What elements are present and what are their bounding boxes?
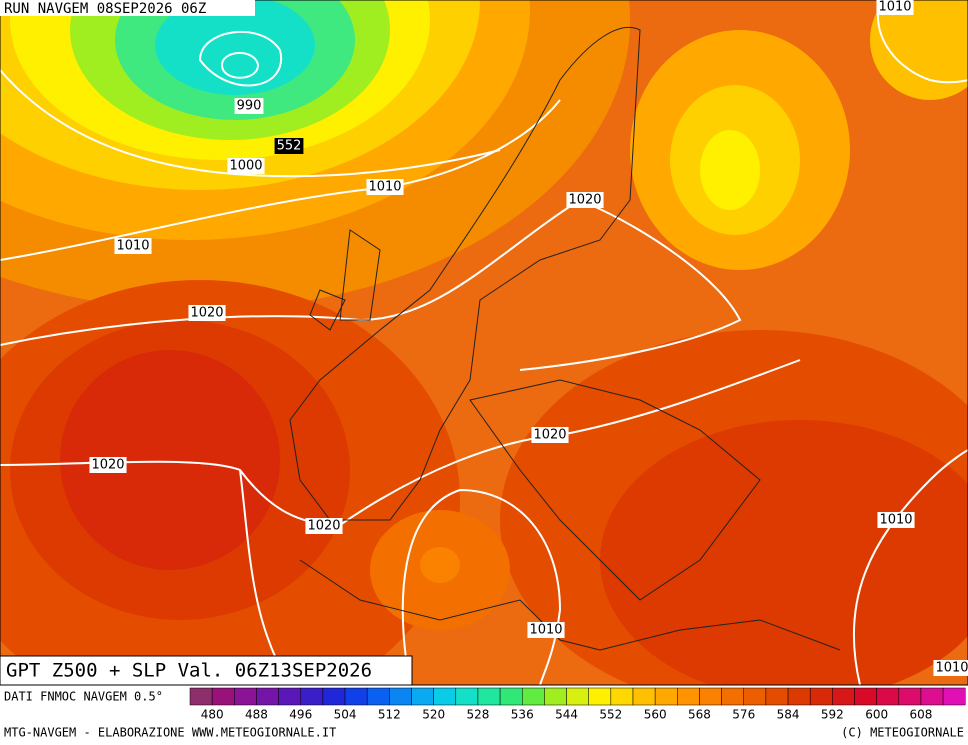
colorbar-label: 496 <box>289 708 312 722</box>
colorbar-swatch <box>433 687 457 706</box>
isobar-label-box <box>933 660 968 676</box>
isobar-label: 1010 <box>879 513 912 528</box>
isobar-label: 1000 <box>229 159 262 174</box>
isobar-label-box <box>188 305 226 321</box>
colorbar-swatch <box>677 687 700 706</box>
colorbar-swatch <box>632 687 656 706</box>
colorbar-swatch <box>455 687 479 706</box>
colorbar-swatch <box>477 687 501 706</box>
colorbar-swatch <box>189 687 213 706</box>
isobar-label: 1010 <box>878 0 911 15</box>
colorbar-label: 544 <box>555 708 578 722</box>
colorbar-swatch <box>544 687 567 706</box>
isobar-label-box <box>531 427 569 443</box>
colorbar-swatch <box>411 687 434 706</box>
colorbar-label: 584 <box>777 708 800 722</box>
isobar-label: 1020 <box>568 193 601 208</box>
colorbar-swatch <box>300 687 324 706</box>
isobar-label-box <box>876 0 914 15</box>
isobar-label-box <box>89 457 127 473</box>
colorbar-swatch <box>344 687 368 706</box>
isobar-label: 1010 <box>529 623 562 638</box>
isobar-label-box <box>274 138 304 154</box>
colorbar-swatch <box>876 687 900 706</box>
colorbar-swatch <box>588 687 612 706</box>
isobar-label: 1020 <box>190 306 223 321</box>
colorbar-swatch <box>522 687 545 706</box>
colorbar-swatch <box>322 687 346 706</box>
colorbar-label: 480 <box>201 708 224 722</box>
colorbar-label: 592 <box>821 708 844 722</box>
colorbar-label: 560 <box>644 708 667 722</box>
colorbar-swatch <box>211 687 235 706</box>
isobar-label: 1010 <box>116 239 149 254</box>
colorbar-swatch <box>654 687 678 706</box>
isobar-label-box <box>877 512 915 528</box>
isobar-label-box <box>234 98 264 114</box>
footer-right: (C) METEOGIORNALE <box>841 726 964 740</box>
map-field <box>0 0 968 685</box>
colorbar-swatch <box>942 687 966 706</box>
colorbar-swatch <box>920 687 944 706</box>
colorbar-label: 576 <box>732 708 755 722</box>
footer-left: MTG-NAVGEM - ELABORAZIONE WWW.METEOGIORN… <box>4 726 336 740</box>
colorbar-swatch <box>854 687 877 706</box>
colorbar-swatch <box>898 687 922 706</box>
colorbar-swatch <box>278 687 302 706</box>
isobar-label: 1020 <box>533 428 566 443</box>
isobar-label: 990 <box>237 99 262 114</box>
colorbar-label: 512 <box>378 708 401 722</box>
colorbar-label: 488 <box>245 708 268 722</box>
colorbar-swatch <box>787 687 811 706</box>
colorbar-swatch <box>743 687 767 706</box>
colorbar-swatch <box>765 687 789 706</box>
colorbar-swatch <box>389 687 412 706</box>
colorbar-label: 608 <box>909 708 932 722</box>
isobar-label: 1020 <box>91 458 124 473</box>
title-box <box>0 655 413 686</box>
isobar-label: 552 <box>277 139 302 154</box>
isobar-label-box <box>566 192 604 208</box>
colorbar-swatch <box>809 687 833 706</box>
isobar-label-box <box>366 179 404 195</box>
isobar-label-box <box>227 158 265 174</box>
colorbar-swatch <box>721 687 744 706</box>
colorbar-swatch <box>566 687 589 706</box>
data-source: DATI FNMOC NAVGEM 0.5° <box>4 690 163 704</box>
colorbar-swatch <box>256 687 279 706</box>
colorbar-label: 552 <box>599 708 622 722</box>
header-box <box>0 0 255 16</box>
run-label: RUN NAVGEM 08SEP2026 06Z <box>4 1 206 17</box>
isobar-label: 1020 <box>307 519 340 534</box>
isobar-label-box <box>305 518 343 534</box>
isobar-label: 1010 <box>935 661 968 676</box>
colorbar-swatch <box>699 687 722 706</box>
isobar-label-box <box>114 238 152 254</box>
isobar-label-box <box>527 622 565 638</box>
colorbar-swatch <box>234 687 257 706</box>
colorbar-swatch <box>610 687 634 706</box>
map-frame <box>0 0 968 686</box>
colorbar-label: 528 <box>466 708 489 722</box>
isobar-label: 1010 <box>368 180 401 195</box>
colorbar-label: 600 <box>865 708 888 722</box>
colorbar-label: 568 <box>688 708 711 722</box>
colorbar-swatch <box>832 687 855 706</box>
colorbar-swatch <box>366 687 390 706</box>
colorbar-label: 536 <box>511 708 534 722</box>
colorbar-label: 504 <box>334 708 357 722</box>
colorbar-swatch <box>499 687 523 706</box>
colorbar-label: 520 <box>422 708 445 722</box>
map-title: GPT Z500 + SLP Val. 06Z13SEP2026 <box>6 660 372 682</box>
